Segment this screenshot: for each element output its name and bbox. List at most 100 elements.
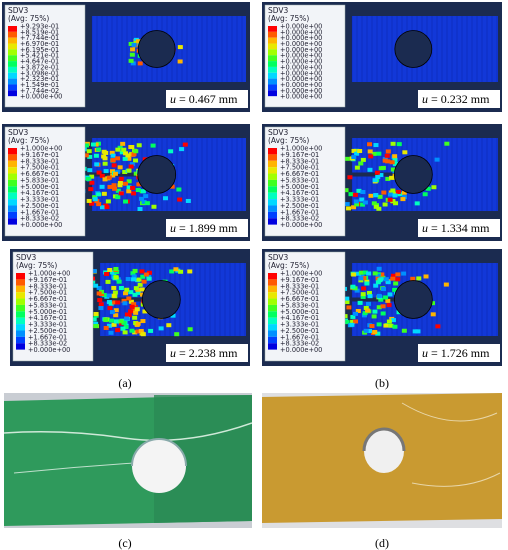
damaged-element (355, 309, 361, 314)
damaged-element (96, 202, 102, 207)
damaged-element (344, 202, 350, 207)
damaged-element (401, 190, 407, 195)
damaged-element (365, 308, 371, 313)
damaged-element (114, 269, 120, 274)
damaged-element (351, 205, 357, 210)
legend-label: +9.167e-01 (280, 276, 319, 284)
legend-label: +9.293e-01 (20, 23, 59, 31)
damaged-element (129, 52, 135, 57)
legend-label: +9.167e-01 (28, 276, 67, 284)
colorbar-band (8, 26, 17, 32)
damaged-element (132, 268, 138, 273)
damaged-element (131, 191, 137, 196)
legend-label: +8.333e-02 (20, 215, 59, 223)
damaged-element (390, 273, 396, 278)
damaged-element (143, 194, 149, 199)
legend-label: +7.500e-01 (280, 164, 319, 172)
damaged-element (387, 192, 393, 197)
damaged-element (354, 288, 360, 293)
colorbar-band (268, 31, 277, 38)
colorbar-band (16, 330, 25, 337)
colorbar-band (268, 343, 277, 350)
legend-label: +3.333e-01 (280, 321, 319, 329)
damaged-element (122, 301, 128, 306)
colorbar-band (8, 148, 17, 155)
damaged-element (126, 296, 132, 301)
damaged-element (443, 282, 449, 287)
legend-label: +3.098e-01 (20, 69, 59, 77)
damaged-element (102, 177, 108, 182)
damaged-element (133, 310, 139, 315)
damaged-element (121, 147, 127, 152)
damaged-element (357, 149, 363, 154)
damaged-element (131, 302, 137, 307)
legend-label: +5.421e-01 (20, 52, 59, 60)
damaged-element (390, 167, 396, 172)
damaged-element (402, 150, 408, 155)
damaged-element (392, 324, 398, 329)
hole (137, 30, 176, 68)
damaged-element (83, 143, 89, 148)
damaged-element (137, 61, 143, 66)
legend-label: +1.000e+00 (280, 270, 322, 278)
damaged-element (358, 276, 364, 281)
colorbar-band (8, 90, 17, 97)
damaged-element (380, 304, 386, 309)
colorbar-band (268, 211, 277, 219)
damaged-element (118, 319, 124, 324)
damaged-element (350, 319, 356, 324)
damaged-element (382, 158, 388, 163)
damaged-element (112, 300, 118, 305)
displacement-value: = 0.232 mm (431, 92, 490, 106)
legend-label: +0.000e+00 (280, 69, 322, 77)
damaged-element (357, 300, 363, 305)
damaged-element (148, 328, 154, 333)
damaged-element (392, 193, 398, 198)
damaged-element (113, 275, 119, 280)
damaged-element (393, 201, 399, 206)
legend-label: +1.667e-01 (280, 333, 319, 341)
contour-plot: SDV3(Avg: 75%)+1.000e+00+9.167e-01+8.333… (10, 249, 250, 366)
damaged-element (103, 325, 109, 330)
legend-title: SDV3 (8, 6, 29, 15)
damaged-element (93, 283, 99, 288)
damaged-element (122, 169, 128, 174)
damaged-element (381, 287, 387, 292)
legend-label: +0.000e+00 (28, 346, 70, 354)
colorbar-band (268, 192, 277, 200)
damaged-element (376, 293, 382, 298)
damaged-element (378, 173, 384, 178)
damaged-element (379, 272, 385, 277)
damaged-element (93, 153, 99, 158)
damaged-element (113, 308, 119, 313)
damaged-element (371, 151, 377, 156)
damaged-element (358, 278, 364, 283)
damaged-element (126, 313, 132, 318)
contour-plot: SDV3(Avg: 75%)+1.000e+00+9.167e-01+8.333… (262, 249, 502, 366)
legend-label: +5.000e-01 (280, 308, 319, 316)
damaged-element (89, 180, 95, 185)
damaged-element (356, 188, 362, 193)
legend-label: +9.167e-01 (280, 151, 319, 159)
colorbar-band (8, 49, 17, 56)
damaged-element (109, 150, 115, 155)
damaged-element (109, 169, 115, 174)
colorbar-band (8, 167, 17, 174)
legend-label: +0.000e+00 (280, 63, 322, 71)
hole (393, 155, 433, 194)
damaged-element (105, 279, 111, 284)
damaged-element (390, 198, 396, 203)
damaged-element (85, 176, 91, 181)
damaged-element (99, 205, 105, 210)
damaged-element (177, 45, 183, 50)
damaged-element (146, 276, 152, 281)
crack (92, 172, 157, 177)
damaged-element (110, 173, 116, 178)
damaged-element (118, 191, 124, 196)
colorbar-band (16, 336, 25, 344)
damaged-element (187, 327, 193, 332)
displacement-label: u = 0.232 mm (422, 92, 490, 106)
legend-label: +8.333e-01 (280, 157, 319, 165)
legend-label: +0.000e+00 (280, 23, 322, 31)
damaged-element (367, 294, 373, 299)
